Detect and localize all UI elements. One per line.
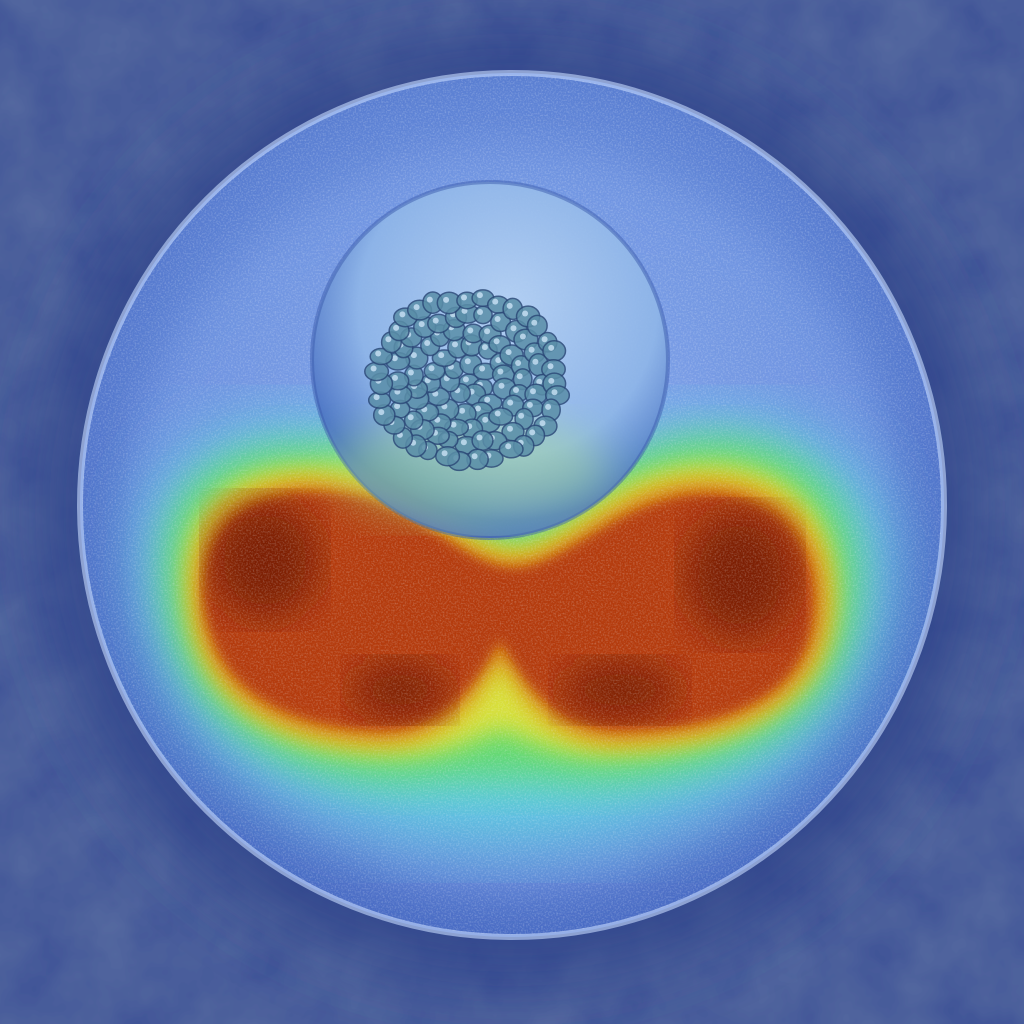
cell-highlight (519, 333, 526, 340)
cell-highlight (541, 336, 548, 343)
cell-highlight (484, 328, 491, 335)
cell-highlight (475, 405, 481, 412)
cell-highlight (528, 346, 535, 353)
cell-highlight (551, 389, 558, 396)
cell-highlight (532, 358, 539, 365)
disc-rim (77, 70, 947, 940)
cell-highlight (547, 363, 554, 370)
cell-highlight (526, 401, 533, 408)
cell-cluster (364, 289, 571, 472)
cell-highlight (392, 374, 398, 381)
cell-highlight (494, 316, 501, 322)
cell-highlight (495, 357, 502, 364)
cell-highlight (424, 340, 431, 346)
cell-highlight (461, 294, 467, 301)
cell-highlight (426, 296, 433, 303)
cell-highlight (370, 365, 377, 372)
cell-highlight (539, 420, 546, 427)
cell-highlight (393, 324, 400, 331)
cell-highlight (373, 394, 380, 401)
cell-highlight (518, 412, 525, 419)
cell-highlight (471, 453, 478, 460)
cell-highlight (492, 298, 499, 305)
cell-highlight (479, 365, 486, 372)
cell-highlight (506, 302, 513, 309)
cell (435, 445, 461, 467)
cell-highlight (394, 403, 401, 410)
cell-highlight (476, 292, 483, 299)
cell-highlight (385, 336, 392, 343)
cell-highlight (548, 344, 555, 351)
cell-highlight (438, 352, 445, 359)
cell-highlight (450, 421, 457, 428)
cell-highlight (464, 358, 471, 365)
cell-highlight (484, 396, 491, 403)
cell (471, 430, 494, 451)
cell (542, 340, 567, 362)
cell-highlight (516, 373, 523, 380)
cell-highlight (391, 355, 398, 362)
cell-highlight (515, 360, 522, 366)
cell-highlight (462, 376, 469, 383)
cell-highlight (507, 425, 513, 432)
cell-highlight (432, 317, 439, 324)
cell-highlight (522, 310, 529, 317)
cell-highlight (505, 443, 512, 450)
cell-highlight (482, 416, 489, 423)
cell-highlight (407, 369, 414, 376)
cell-highlight (507, 399, 514, 406)
cell-highlight (510, 325, 517, 332)
cell-highlight (399, 311, 406, 318)
cell-highlight (407, 414, 414, 421)
cell-highlight (459, 407, 466, 414)
cell-highlight (513, 387, 519, 393)
cell-highlight (460, 439, 467, 446)
cell (364, 361, 390, 382)
cell-highlight (428, 365, 435, 372)
cell-highlight (410, 352, 417, 359)
cell-highlight (413, 304, 420, 311)
cell-highlight (418, 321, 425, 328)
cell-highlight (481, 344, 488, 351)
cell-highlight (452, 341, 458, 348)
cell-highlight (548, 377, 555, 384)
cell (488, 407, 514, 426)
cell-highlight (467, 327, 474, 334)
cell-highlight (530, 388, 536, 395)
cell-highlight (494, 410, 501, 417)
cell-highlight (477, 309, 483, 315)
cell-highlight (476, 434, 483, 441)
cell (498, 439, 524, 459)
cell-highlight (378, 409, 385, 416)
cell-highlight (545, 403, 552, 410)
cell-highlight (531, 319, 538, 326)
sphere-edge (310, 180, 670, 540)
cell-highlight (505, 349, 512, 356)
cell-highlight (529, 429, 536, 436)
cell-highlight (441, 450, 448, 457)
cell-highlight (536, 378, 543, 385)
cell-highlight (443, 296, 450, 303)
cell-highlight (493, 338, 500, 345)
cell-highlight (498, 382, 505, 389)
cell-highlight (375, 350, 382, 357)
cell-highlight (497, 368, 504, 375)
